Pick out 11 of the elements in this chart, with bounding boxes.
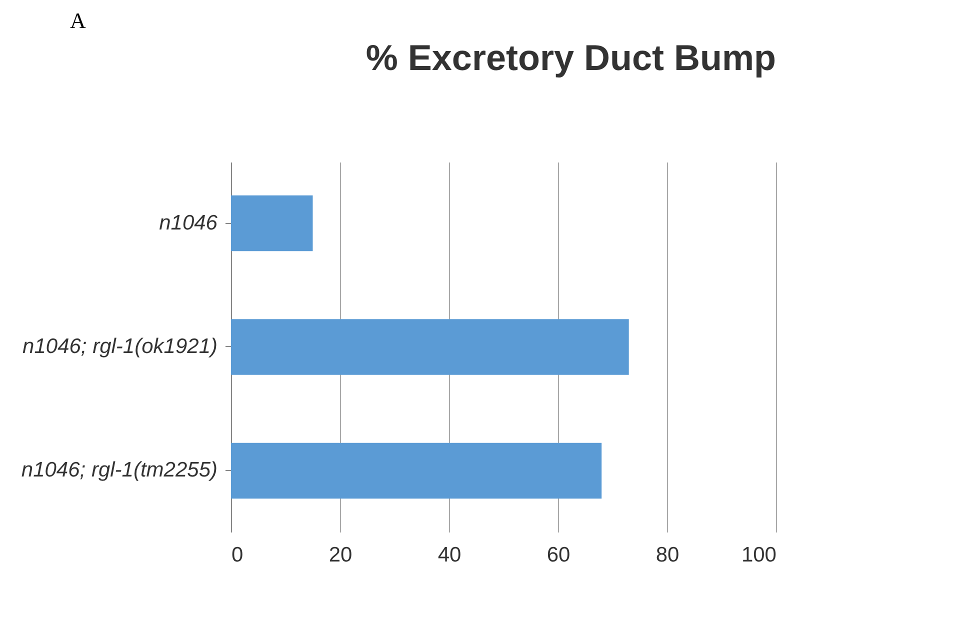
- y-tick-label: n1046; rgl-1(ok1921): [22, 335, 218, 358]
- y-tick-label: n1046: [159, 211, 218, 234]
- x-tick-label: 0: [232, 544, 244, 566]
- x-tick-label: 60: [546, 544, 570, 566]
- x-tick-label: 40: [438, 544, 462, 566]
- chart-title: % Excretory Duct Bump: [366, 37, 776, 78]
- text: A: [70, 8, 86, 34]
- x-tick-label: 100: [741, 544, 776, 566]
- y-tick-label: n1046; rgl-1(tm2255): [21, 458, 218, 482]
- x-tick-label: 80: [656, 544, 680, 566]
- x-tick-label: 20: [328, 544, 352, 566]
